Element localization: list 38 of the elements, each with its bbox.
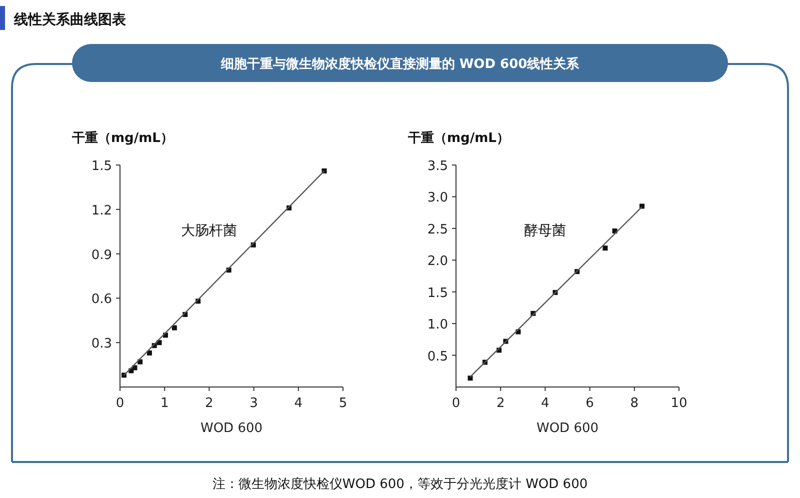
annotation: 酵母菌	[524, 223, 566, 239]
text: 注：微生物浓度快检仪WOD 600，等效于分光光度计 WOD 600	[212, 476, 588, 492]
y-tick-label: 3.5	[427, 159, 448, 174]
x-tick-label: 6	[586, 396, 594, 411]
y-tick-label: 1.5	[427, 286, 448, 301]
x-tick-label: 2	[496, 396, 505, 411]
y-tick-label: 1.2	[91, 203, 112, 218]
x-tick-label: 5	[338, 396, 348, 411]
x-tick-label: 0	[452, 396, 460, 411]
x-tick-label: 8	[630, 396, 639, 411]
x-tick-label: 3	[250, 396, 258, 411]
y-tick-label: 2.0	[427, 254, 448, 270]
x-tick-label: 10	[670, 396, 688, 411]
point	[172, 325, 177, 330]
y-tick-label: 0.5	[427, 349, 448, 364]
y-tick-label: 1.0	[427, 318, 448, 333]
point	[132, 365, 138, 370]
y-tick-label: 0.9	[91, 248, 112, 263]
x-axis-title: WOD 600	[536, 421, 599, 436]
text: 线性关系曲线图表	[13, 11, 127, 28]
point	[468, 376, 473, 381]
x-tick-label: 0	[116, 396, 124, 411]
x-tick-label: 4	[294, 396, 303, 411]
x-tick-label: 2	[205, 396, 214, 411]
annotation: 大肠杆菌	[181, 223, 238, 239]
y-axis-title: 干重（mg/mL）	[407, 130, 510, 146]
y-tick-label: 0.6	[91, 292, 112, 308]
x-tick-label: 1	[160, 396, 169, 411]
y-tick-label: 1.5	[91, 159, 112, 174]
x-axis-title: WOD 600	[200, 421, 263, 436]
x-tick-label: 4	[541, 396, 550, 411]
y-axis-title: 干重（mg/mL）	[71, 130, 174, 146]
text: 细胞干重与微生物浓度快检仪直接测量的 WOD 600线性关系	[220, 56, 580, 72]
y-tick-label: 2.5	[427, 222, 448, 238]
point	[146, 350, 152, 356]
y-tick-label: 3.0	[427, 190, 448, 206]
point	[602, 246, 608, 251]
y-tick-label: 0.3	[91, 336, 112, 352]
